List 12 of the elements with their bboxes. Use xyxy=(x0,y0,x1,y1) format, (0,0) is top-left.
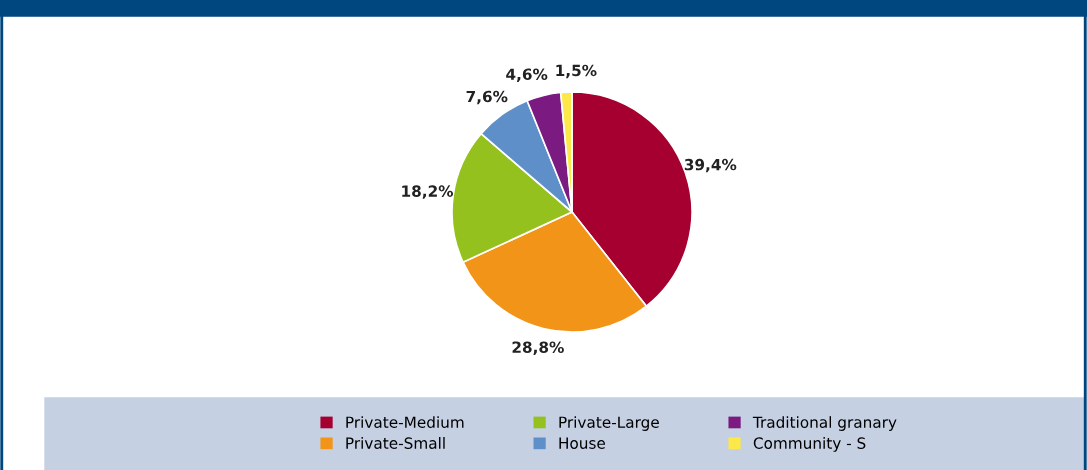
legend-label: House xyxy=(559,437,606,449)
legend-label: Private-Small xyxy=(346,437,445,449)
data-label: 1,5% xyxy=(556,64,597,79)
data-label: 4,6% xyxy=(506,68,548,82)
legend-label: Community - S xyxy=(753,437,866,452)
legend-label: Private-Medium xyxy=(346,416,464,428)
data-label: 28,8% xyxy=(512,341,564,355)
data-label: 39,4% xyxy=(684,158,737,173)
data-label: 7,6% xyxy=(466,90,508,105)
data-label: 18,2% xyxy=(402,185,454,199)
legend-label: Private-Large xyxy=(559,416,659,431)
legend-label: Traditional granary xyxy=(752,416,897,431)
